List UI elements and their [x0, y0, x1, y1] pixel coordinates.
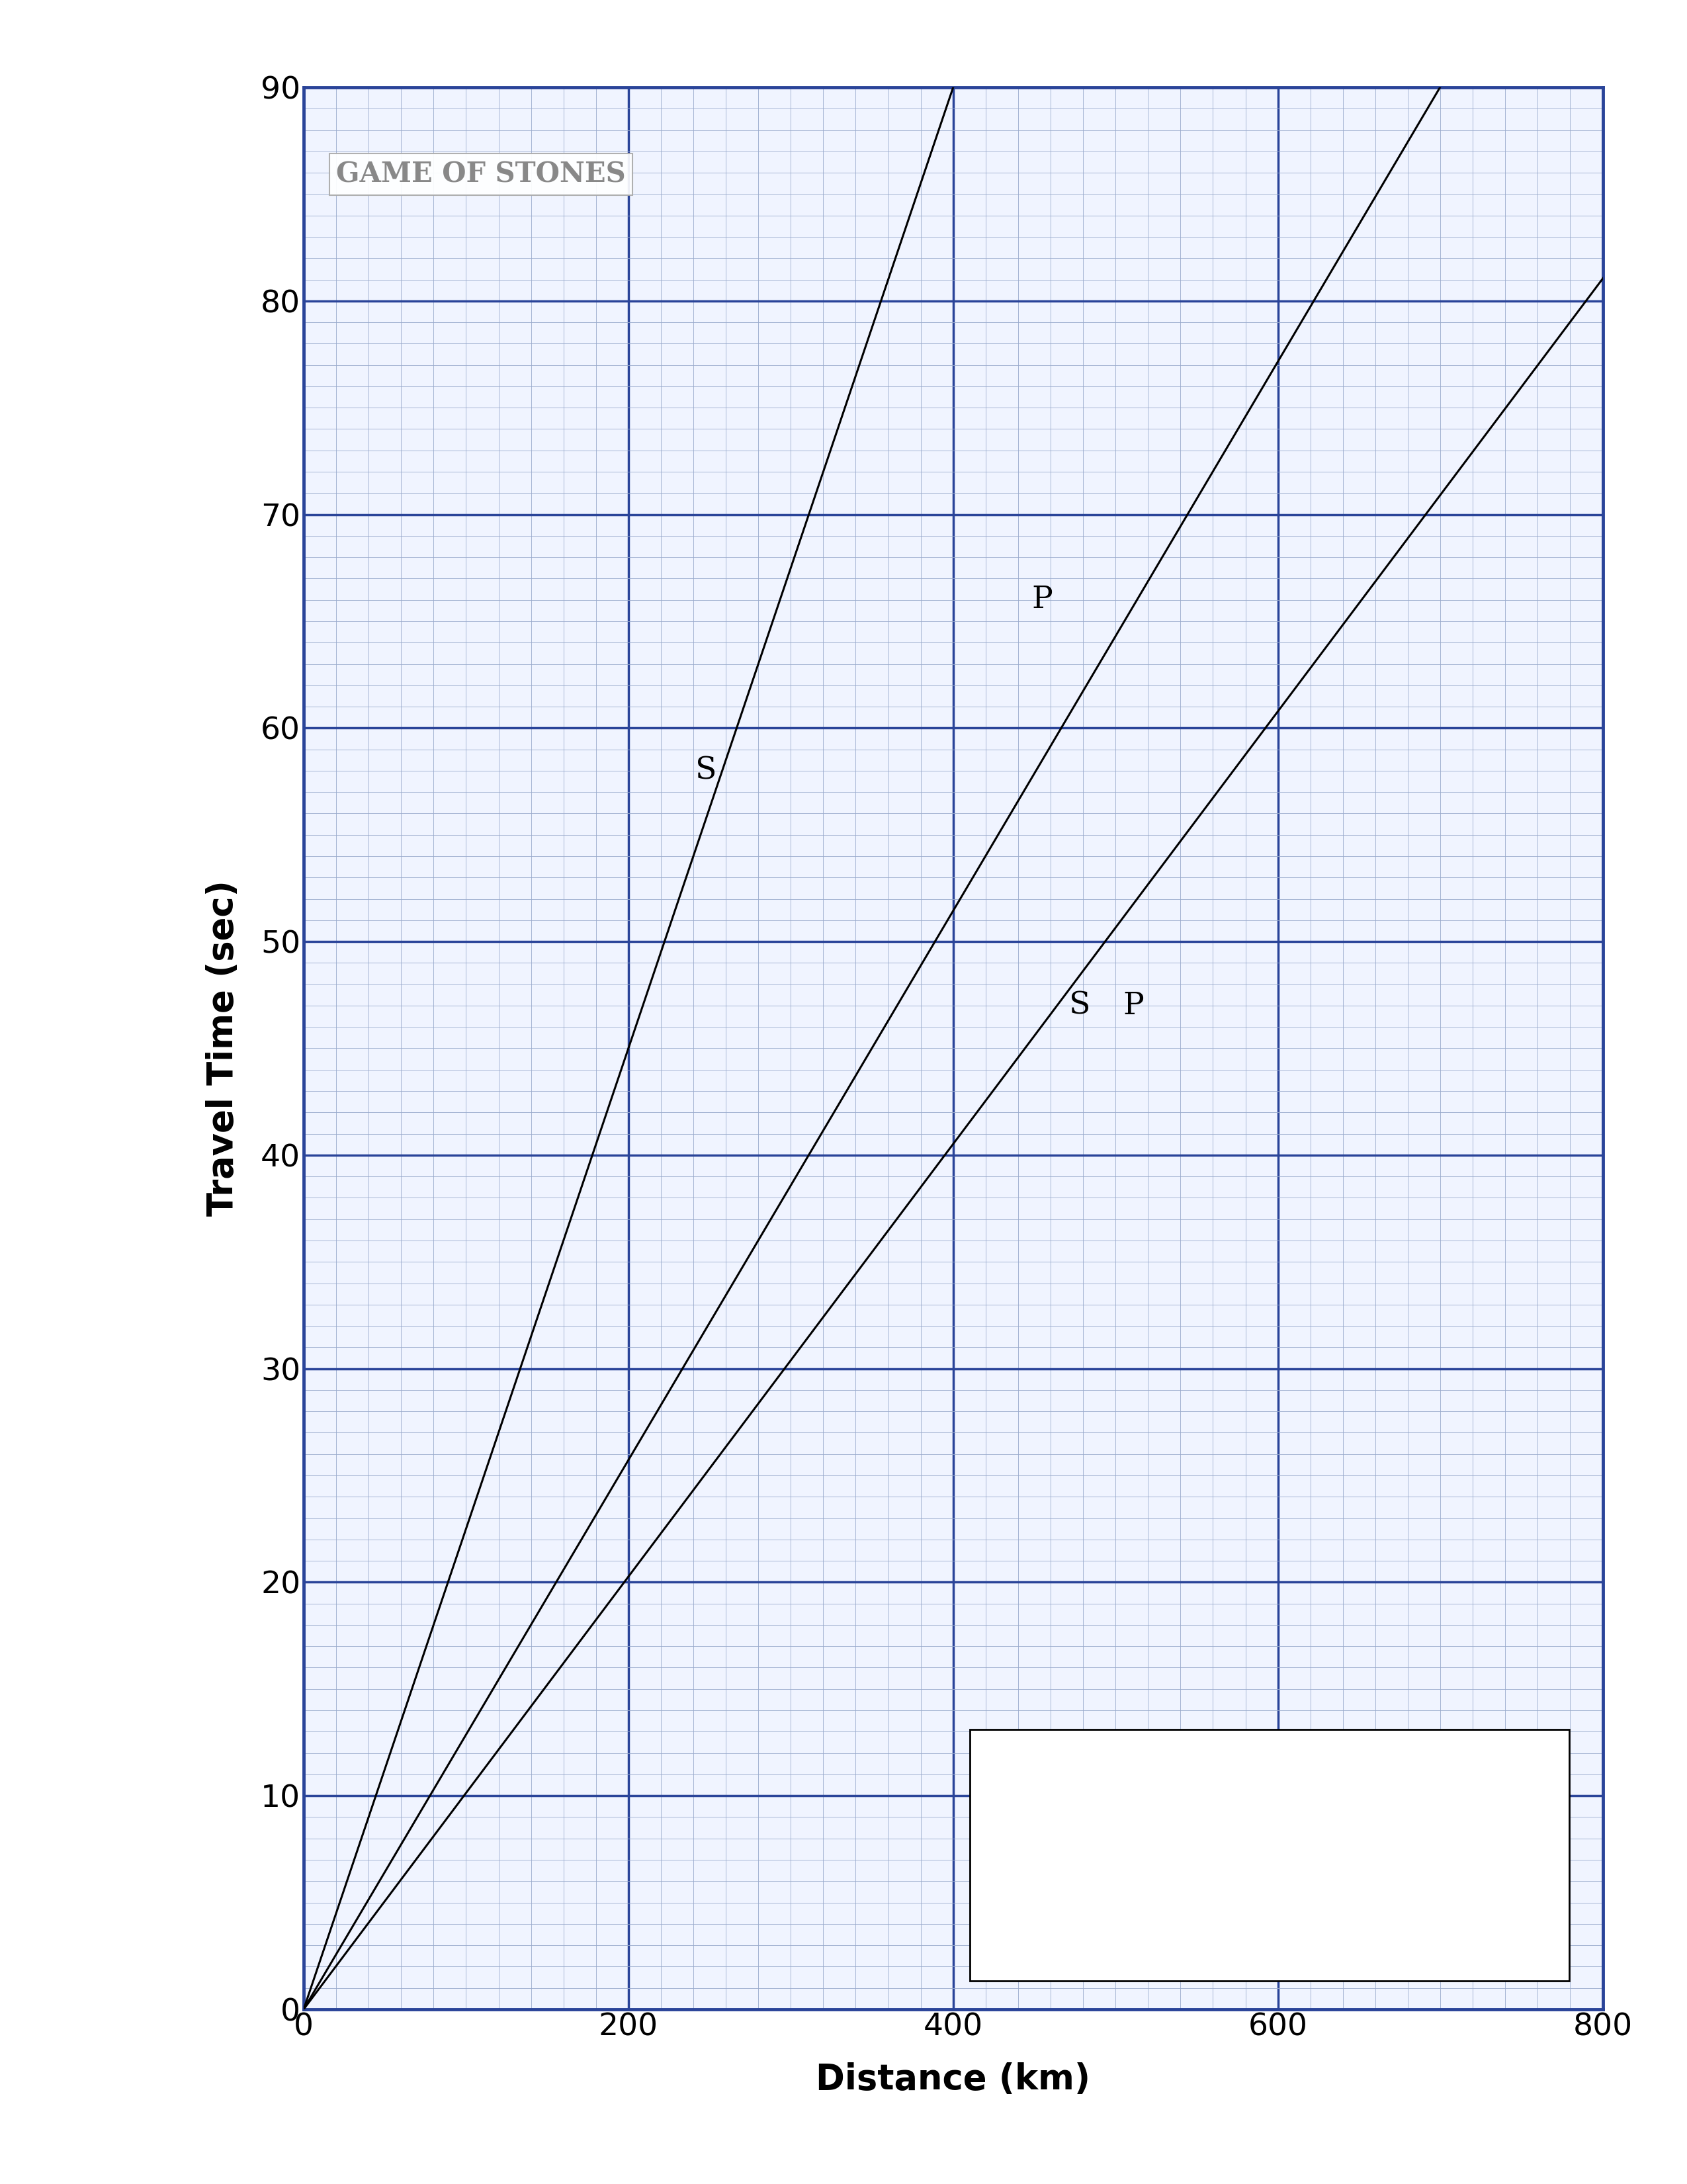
- Text: Curves for the Crust: Curves for the Crust: [994, 1817, 1193, 1835]
- Text: S: S: [695, 756, 717, 786]
- Text: P: P: [1032, 585, 1053, 616]
- Text: GAME OF STONES: GAME OF STONES: [336, 159, 626, 188]
- Text: Maesters of the Seven Kingdoms.: Maesters of the Seven Kingdoms.: [994, 1935, 1272, 1952]
- X-axis label: Distance (km): Distance (km): [817, 2062, 1090, 2097]
- Y-axis label: Travel Time (sec): Travel Time (sec): [206, 880, 241, 1216]
- Text: Figure 3 Average Travel Time: Figure 3 Average Travel Time: [994, 1747, 1280, 1765]
- Text: P: P: [1124, 992, 1144, 1020]
- Text: Derived from the work of the: Derived from the work of the: [994, 1880, 1235, 1896]
- FancyBboxPatch shape: [970, 1730, 1569, 1981]
- Text: S: S: [1070, 992, 1090, 1020]
